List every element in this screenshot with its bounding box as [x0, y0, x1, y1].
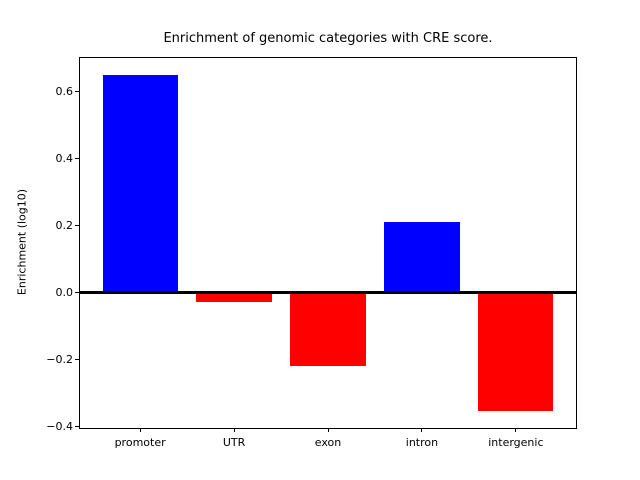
x-tick-label-exon: exon: [314, 436, 342, 449]
y-tick-label: 0.0: [55, 285, 74, 299]
y-tick-label: −0.4: [46, 419, 73, 433]
x-tick-mark: [421, 428, 423, 432]
y-tick-mark: [75, 224, 79, 226]
y-tick-mark: [75, 291, 79, 293]
x-tick-label-UTR: UTR: [222, 436, 246, 449]
zero-line: [80, 291, 576, 294]
bar-promoter: [102, 74, 178, 293]
y-tick-label: 0.4: [55, 151, 74, 165]
plot-area: 0.6 0.4 0.2 0.0 −0.2 −0.4 promoter UTR exon intro…: [46, 57, 577, 449]
x-tick-mark: [327, 428, 329, 432]
y-axis-label: Enrichment (log10): [15, 188, 29, 296]
y-tick-mark: [75, 157, 79, 159]
x-tick-label-promoter: promoter: [114, 436, 166, 449]
bar-intron: [384, 222, 460, 293]
bar-intergenic: [478, 292, 554, 412]
y-tick-mark: [75, 358, 79, 360]
bar-UTR: [196, 292, 272, 303]
y-tick-label: 0.2: [55, 218, 74, 232]
x-tick-mark: [515, 428, 517, 432]
x-tick-label-intergenic: intergenic: [488, 436, 544, 449]
y-tick-label: −0.2: [46, 352, 73, 366]
chart-title: Enrichment of genomic categories with CR…: [163, 31, 493, 46]
x-tick-mark: [139, 428, 141, 432]
y-tick-mark: [75, 425, 79, 427]
x-tick-mark: [233, 428, 235, 432]
bar-exon: [290, 292, 366, 367]
y-tick-label: 0.6: [55, 84, 74, 98]
x-tick-label-intron: intron: [405, 436, 439, 449]
y-tick-mark: [75, 90, 79, 92]
